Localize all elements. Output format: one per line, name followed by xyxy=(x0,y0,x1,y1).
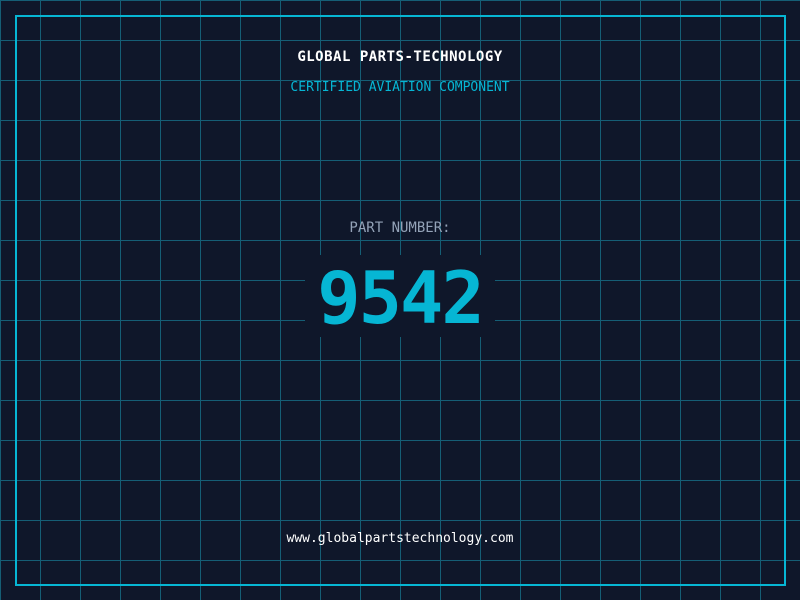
part-number-value: 9542 xyxy=(317,256,484,340)
part-number-backdrop xyxy=(305,255,495,337)
website-url: www.globalpartstechnology.com xyxy=(286,531,514,546)
brand-title: GLOBAL PARTS-TECHNOLOGY xyxy=(297,49,503,65)
border-frame xyxy=(15,15,786,586)
part-number-label: PART NUMBER: xyxy=(349,220,451,236)
subtitle: CERTIFIED AVIATION COMPONENT xyxy=(290,80,510,95)
